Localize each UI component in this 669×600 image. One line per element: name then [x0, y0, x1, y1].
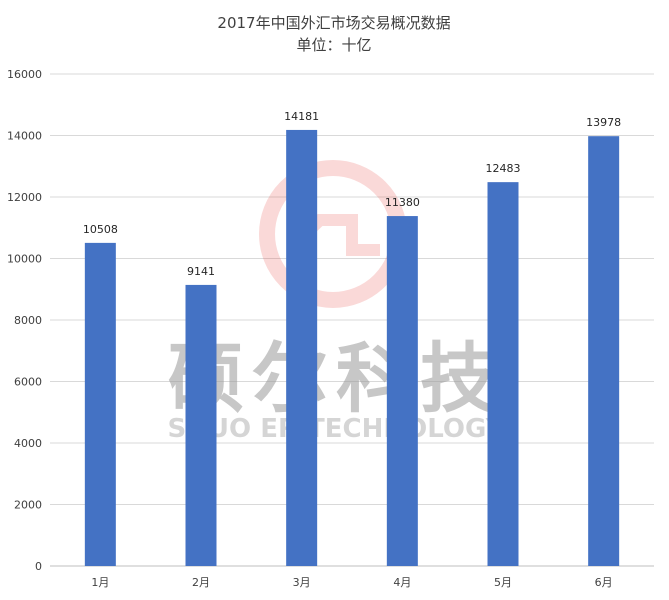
x-tick-label: 5月 — [494, 576, 512, 589]
data-label: 13978 — [586, 116, 621, 129]
bar — [84, 242, 116, 566]
x-axis-ticks: 1月 2月 3月 4月 5月 6月 — [91, 576, 612, 589]
data-label: 9141 — [187, 265, 215, 278]
y-tick-label: 6000 — [14, 376, 42, 389]
data-label: 12483 — [486, 162, 521, 175]
x-tick-label: 3月 — [293, 576, 311, 589]
y-tick-label: 4000 — [14, 437, 42, 450]
y-tick-label: 16000 — [7, 68, 42, 81]
bar — [487, 182, 519, 566]
y-tick-label: 0 — [35, 560, 42, 573]
bars — [84, 129, 620, 566]
data-label: 10508 — [83, 223, 118, 236]
bar — [286, 129, 318, 566]
y-tick-label: 8000 — [14, 314, 42, 327]
gridlines — [50, 73, 654, 567]
bar — [185, 284, 217, 566]
x-tick-label: 2月 — [192, 576, 210, 589]
bar — [386, 216, 418, 566]
y-axis-ticks: 0 2000 4000 6000 8000 10000 12000 14000 16000 — [7, 68, 42, 573]
bar — [588, 136, 620, 566]
data-label: 11380 — [385, 196, 420, 209]
y-tick-label: 12000 — [7, 191, 42, 204]
y-tick-label: 2000 — [14, 499, 42, 512]
x-tick-label: 1月 — [91, 576, 109, 589]
y-tick-label: 14000 — [7, 130, 42, 143]
watermark-chinese-text: 硕尔科技 — [168, 334, 504, 423]
chart-subtitle: 单位：十亿 — [296, 36, 371, 54]
y-tick-label: 10000 — [7, 253, 42, 266]
watermark-english-text: SHUO ER TECHNOLOGY — [167, 414, 505, 444]
data-label: 14181 — [284, 110, 319, 123]
chart-title: 2017年中国外汇市场交易概况数据 — [217, 14, 450, 32]
x-tick-label: 6月 — [595, 576, 613, 589]
data-labels: 10508 9141 14181 11380 12483 13978 — [83, 110, 621, 278]
x-tick-label: 4月 — [393, 576, 411, 589]
